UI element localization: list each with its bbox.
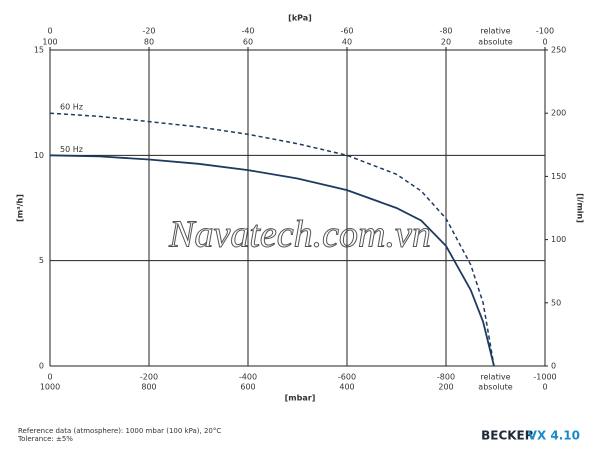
x2-tick-label: -60	[340, 27, 353, 36]
plot-frame	[49, 49, 546, 367]
x-tick-label: -800	[437, 373, 455, 382]
scale-name: absolute	[478, 38, 512, 47]
x-tick-label: 0	[47, 373, 52, 382]
model: VX 4.10	[528, 429, 580, 443]
x2-tick-label: -80	[439, 27, 452, 36]
x2-tick-label: 0	[47, 27, 52, 36]
y2-tick-label: 150	[551, 172, 566, 181]
series-label: 50 Hz	[60, 145, 83, 154]
x2-axis-label: [kPa]	[288, 14, 312, 23]
note: Tolerance: ±5%	[17, 435, 73, 443]
x2-tick-label-absolute: 40	[342, 38, 352, 47]
y-axis-label: [m³/h]	[16, 194, 25, 222]
x-tick-label-absolute: 1000	[40, 383, 60, 392]
watermark: Navatech.com.vn	[168, 214, 431, 256]
x-tick-label: -200	[140, 373, 158, 382]
x-axis-label: [mbar]	[285, 394, 316, 403]
y2-tick-label: 50	[551, 298, 561, 307]
scale-name: relative	[480, 373, 510, 382]
x2-tick-label: -20	[142, 27, 155, 36]
y2-tick-label: 200	[551, 109, 566, 118]
y-tick-label: 10	[34, 151, 44, 160]
y-tick-label: 5	[39, 256, 44, 265]
x-tick-label-absolute: 200	[438, 383, 453, 392]
series-label: 60 Hz	[60, 103, 83, 112]
x-tick-label: -600	[338, 373, 356, 382]
x2-tick-label-absolute: 20	[441, 38, 451, 47]
x2-tick-label: -40	[241, 27, 254, 36]
curve	[49, 154, 495, 367]
x-tick-label-absolute: 0	[542, 383, 547, 392]
x2-tick-label-absolute: 100	[42, 38, 57, 47]
y2-tick-label: 100	[551, 235, 566, 244]
brand: BECKER	[481, 429, 534, 443]
x2-tick-label: -100	[536, 27, 554, 36]
curve	[49, 112, 495, 367]
y2-axis-label: [l/min]	[576, 193, 585, 223]
x2-tick-label-absolute: 60	[243, 38, 253, 47]
x-tick-label-absolute: 800	[141, 383, 156, 392]
x-tick-label: -400	[239, 373, 257, 382]
scale-name: absolute	[478, 383, 512, 392]
x-tick-label: -1000	[533, 373, 556, 382]
y2-tick-label: 0	[551, 362, 556, 371]
scale-name: relative	[480, 27, 510, 36]
y2-tick-label: 250	[551, 46, 566, 55]
note: Reference data (atmosphere): 1000 mbar (…	[18, 427, 221, 435]
x2-tick-label-absolute: 80	[144, 38, 154, 47]
x-tick-label-absolute: 400	[339, 383, 354, 392]
y-tick-label: 15	[34, 46, 44, 55]
x2-tick-label-absolute: 0	[542, 38, 547, 47]
x-tick-label-absolute: 600	[240, 383, 255, 392]
y-tick-label: 0	[39, 362, 44, 371]
